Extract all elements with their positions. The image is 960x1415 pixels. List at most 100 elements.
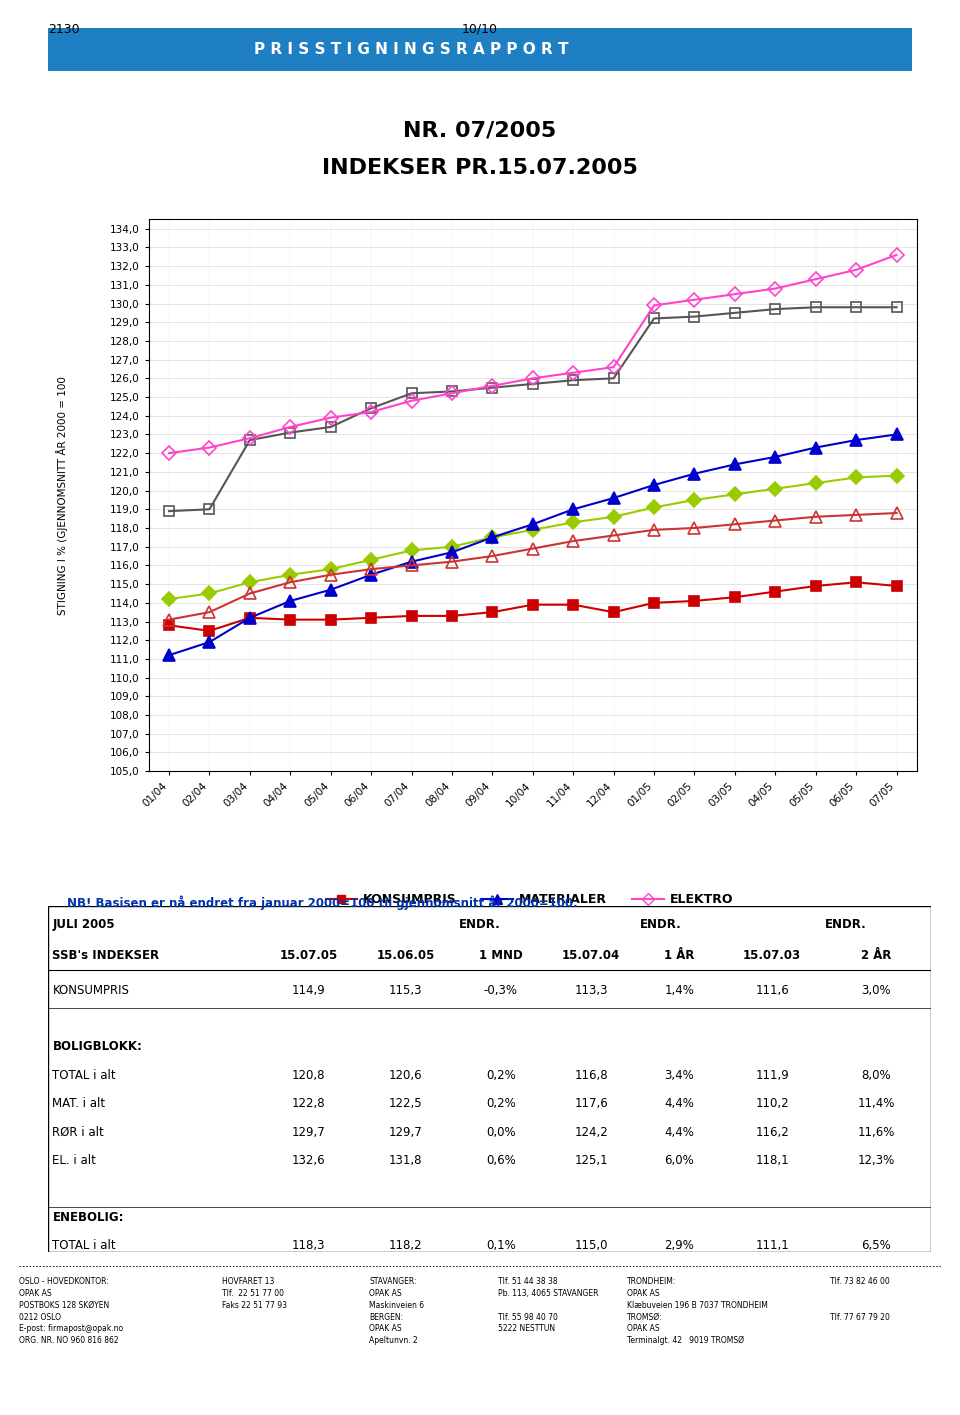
ENEBOLIG xyxy=(810,508,822,525)
Text: 113,3: 113,3 xyxy=(574,983,608,996)
ELEKTRO xyxy=(608,358,619,375)
Text: 1,4%: 1,4% xyxy=(664,983,694,996)
Text: 0,1%: 0,1% xyxy=(486,1240,516,1252)
KONSUMPRIS xyxy=(730,589,741,606)
KONSUMPRIS xyxy=(244,610,255,627)
KONSUMPRIS xyxy=(446,607,458,624)
Text: 114,9: 114,9 xyxy=(292,983,325,996)
Text: 11,4%: 11,4% xyxy=(857,1097,895,1111)
KONSUMPRIS xyxy=(204,623,215,640)
MATERIALER xyxy=(810,439,822,456)
Text: 111,6: 111,6 xyxy=(756,983,789,996)
Text: 0,6%: 0,6% xyxy=(486,1155,516,1167)
ENEBOLIG xyxy=(567,532,579,549)
RØRLEGGER xyxy=(688,308,700,325)
RØRLEGGER xyxy=(446,383,458,400)
KONSUMPRIS xyxy=(406,607,418,624)
Text: 0,2%: 0,2% xyxy=(486,1097,516,1111)
TOTAL xyxy=(608,508,619,525)
Text: 115,0: 115,0 xyxy=(574,1240,608,1252)
Text: 4,4%: 4,4% xyxy=(664,1126,694,1139)
Text: 122,5: 122,5 xyxy=(389,1097,422,1111)
Text: TOTAL i alt: TOTAL i alt xyxy=(53,1068,116,1082)
Text: ENDR.: ENDR. xyxy=(639,918,682,931)
Text: 3,0%: 3,0% xyxy=(861,983,891,996)
ENEBOLIG xyxy=(608,526,619,543)
KONSUMPRIS xyxy=(608,604,619,621)
Text: ENEBOLIG:: ENEBOLIG: xyxy=(53,1211,124,1224)
KONSUMPRIS xyxy=(688,593,700,610)
ELEKTRO xyxy=(567,364,579,381)
TOTAL xyxy=(487,529,498,546)
MATERIALER xyxy=(204,634,215,651)
KONSUMPRIS xyxy=(810,577,822,594)
ENEBOLIG xyxy=(527,541,539,558)
ELEKTRO xyxy=(446,385,458,402)
Text: Tlf. 73 82 46 00
 

Tlf. 77 67 79 20: Tlf. 73 82 46 00 Tlf. 77 67 79 20 xyxy=(830,1278,890,1322)
ENEBOLIG xyxy=(163,611,175,628)
Text: 11,6%: 11,6% xyxy=(857,1126,895,1139)
Text: 118,2: 118,2 xyxy=(389,1240,422,1252)
TOTAL xyxy=(163,590,175,607)
ELEKTRO xyxy=(891,246,902,263)
TOTAL xyxy=(851,468,862,485)
Text: 117,6: 117,6 xyxy=(574,1097,608,1111)
MATERIALER xyxy=(487,529,498,546)
Text: 116,8: 116,8 xyxy=(574,1068,608,1082)
KONSUMPRIS xyxy=(163,617,175,634)
Text: 115,3: 115,3 xyxy=(389,983,422,996)
Text: 118,1: 118,1 xyxy=(756,1155,789,1167)
MATERIALER xyxy=(527,515,539,532)
Y-axis label: STIGNING I % (GJENNOMSNITT ÅR 2000 = 100: STIGNING I % (GJENNOMSNITT ÅR 2000 = 100 xyxy=(57,376,68,614)
Text: 15.07.04: 15.07.04 xyxy=(562,949,620,962)
ENEBOLIG xyxy=(648,521,660,538)
MATERIALER xyxy=(770,449,781,466)
Legend: KONSUMPRIS, TOTAL, MATERIALER, RØRLEGGER, ELEKTRO, ENEBOLIG: KONSUMPRIS, TOTAL, MATERIALER, RØRLEGGER… xyxy=(321,889,745,931)
KONSUMPRIS xyxy=(366,610,377,627)
Text: 118,3: 118,3 xyxy=(292,1240,325,1252)
RØRLEGGER xyxy=(527,375,539,392)
Text: TOTAL i alt: TOTAL i alt xyxy=(53,1240,116,1252)
Line: TOTAL: TOTAL xyxy=(164,471,901,604)
Text: HOVFARET 13
Tlf.  22 51 77 00
Faks 22 51 77 93: HOVFARET 13 Tlf. 22 51 77 00 Faks 22 51 … xyxy=(222,1278,287,1310)
ENEBOLIG xyxy=(284,573,296,590)
Text: STAVANGER:
OPAK AS
Maskinveien 6
BERGEN:
OPAK AS
Apeltunvn. 2: STAVANGER: OPAK AS Maskinveien 6 BERGEN:… xyxy=(370,1278,424,1346)
KONSUMPRIS xyxy=(324,611,336,628)
TOTAL xyxy=(284,566,296,583)
Text: 6,0%: 6,0% xyxy=(664,1155,694,1167)
Text: 0,0%: 0,0% xyxy=(486,1126,516,1139)
ELEKTRO xyxy=(770,280,781,297)
TOTAL xyxy=(324,560,336,577)
TOTAL xyxy=(810,474,822,491)
Text: 3,4%: 3,4% xyxy=(664,1068,694,1082)
ENEBOLIG xyxy=(487,548,498,565)
RØRLEGGER xyxy=(567,372,579,389)
Text: NR. 07/2005: NR. 07/2005 xyxy=(403,120,557,140)
KONSUMPRIS xyxy=(648,594,660,611)
MATERIALER xyxy=(851,432,862,449)
Text: 124,2: 124,2 xyxy=(574,1126,608,1139)
RØRLEGGER xyxy=(284,424,296,441)
RØRLEGGER xyxy=(163,502,175,519)
Text: 15.07.03: 15.07.03 xyxy=(743,949,802,962)
Text: KONSUMPRIS: KONSUMPRIS xyxy=(53,983,130,996)
Text: 6,5%: 6,5% xyxy=(861,1240,891,1252)
Text: 122,8: 122,8 xyxy=(292,1097,325,1111)
Text: EL. i alt: EL. i alt xyxy=(53,1155,96,1167)
RØRLEGGER xyxy=(730,304,741,321)
KONSUMPRIS xyxy=(891,577,902,594)
ENEBOLIG xyxy=(446,553,458,570)
RØRLEGGER xyxy=(608,369,619,386)
Text: INDEKSER PR.15.07.2005: INDEKSER PR.15.07.2005 xyxy=(322,158,638,178)
Line: ENEBOLIG: ENEBOLIG xyxy=(163,508,902,625)
ELEKTRO xyxy=(284,419,296,436)
KONSUMPRIS xyxy=(851,573,862,590)
Line: KONSUMPRIS: KONSUMPRIS xyxy=(164,577,901,635)
Text: 4,4%: 4,4% xyxy=(664,1097,694,1111)
MATERIALER xyxy=(324,582,336,599)
KONSUMPRIS xyxy=(527,596,539,613)
ENEBOLIG xyxy=(244,584,255,601)
ENEBOLIG xyxy=(324,566,336,583)
RØRLEGGER xyxy=(851,299,862,316)
TOTAL xyxy=(891,467,902,484)
